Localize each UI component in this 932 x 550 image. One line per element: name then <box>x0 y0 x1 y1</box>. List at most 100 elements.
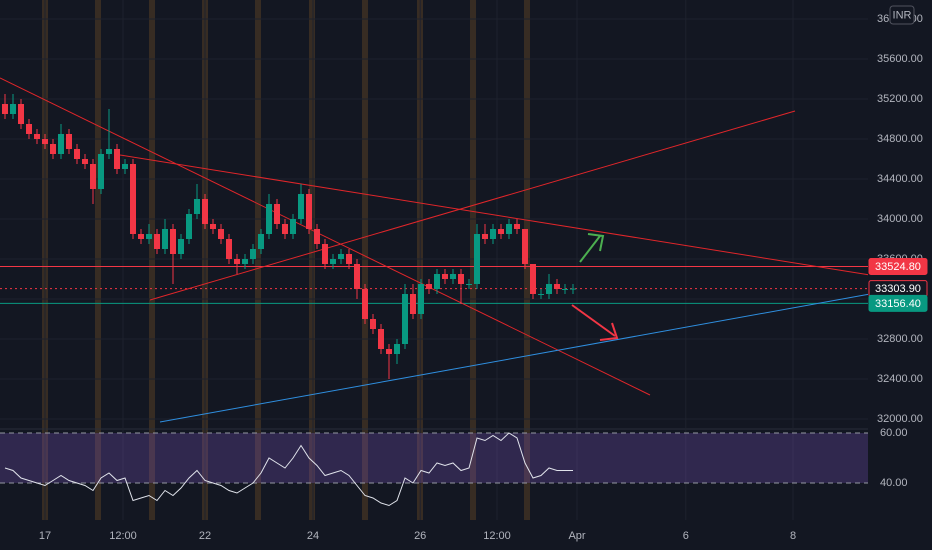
down-arrow-head <box>599 322 619 341</box>
x-tick-label: Apr <box>568 530 585 542</box>
candle-body <box>298 194 304 219</box>
session-stripe <box>255 0 261 520</box>
candle-body <box>18 104 24 124</box>
candle-body <box>218 229 224 239</box>
candle-body <box>186 214 192 239</box>
price-badge-label: 33303.90 <box>875 283 921 295</box>
support-line <box>159 293 871 423</box>
candle-body <box>314 229 320 244</box>
candle-body <box>250 249 256 259</box>
candle-body <box>162 229 168 249</box>
rsi-tick-label: 60.00 <box>880 427 908 439</box>
candle-body <box>546 284 552 294</box>
price-badge-label: 33524.80 <box>875 261 921 273</box>
y-tick-label: 34800.00 <box>877 133 923 145</box>
candle-body <box>410 294 416 314</box>
candle-body <box>290 219 296 234</box>
candle-body <box>138 234 144 239</box>
candle-body <box>98 154 104 189</box>
candle-body <box>354 264 360 289</box>
trend-lines <box>0 77 871 423</box>
candle-body <box>130 164 136 234</box>
currency-badge <box>889 5 915 25</box>
x-tick-label: 17 <box>39 530 51 542</box>
candle-body <box>114 149 120 169</box>
candle-body <box>234 259 240 264</box>
price-badge <box>868 258 928 276</box>
candle-body <box>82 159 88 164</box>
rsi-panel <box>0 432 868 507</box>
candle-body <box>570 288 576 290</box>
x-tick-label: 6 <box>683 530 689 542</box>
x-tick-label: 26 <box>414 530 426 542</box>
x-tick-label: 12:00 <box>109 530 137 542</box>
candle-body <box>50 144 56 154</box>
candle-body <box>210 224 216 229</box>
x-tick-label: 12:00 <box>483 530 511 542</box>
y-tick-label: 35200.00 <box>877 93 923 105</box>
candle-body <box>450 274 456 279</box>
candle-body <box>322 244 328 264</box>
candle-body <box>58 134 64 154</box>
candle-body <box>418 284 424 314</box>
trend-line <box>0 77 651 396</box>
candle-body <box>266 204 272 234</box>
candle-body <box>10 104 16 114</box>
candle-body <box>178 239 184 254</box>
price-badge <box>868 294 928 312</box>
candle-body <box>514 224 520 229</box>
y-tick-label: 32800.00 <box>877 333 923 345</box>
candle-body <box>274 204 280 224</box>
candle-body <box>458 274 464 284</box>
candle-body <box>370 319 376 329</box>
candle-body <box>506 224 512 234</box>
axes: 17 12:00 22 24 26 12:00 Apr 6 8 32000.00 32400.00 3… <box>39 13 928 542</box>
currency-label: INR <box>893 9 912 21</box>
y-tick-label: 32000.00 <box>877 413 923 425</box>
candle-body <box>522 229 528 264</box>
candle-body <box>466 284 472 285</box>
y-tick-label: 34400.00 <box>877 173 923 185</box>
y-tick-label: 35600.00 <box>877 53 923 65</box>
candle-body <box>282 224 288 234</box>
candle-body <box>306 194 312 229</box>
candle-body <box>106 149 112 154</box>
candle-body <box>34 134 40 139</box>
candle-body <box>226 239 232 259</box>
candle-body <box>194 199 200 214</box>
price-lines <box>0 266 868 304</box>
candle-body <box>2 104 8 114</box>
candle-body <box>394 344 400 354</box>
candle-body <box>490 229 496 239</box>
candle-body <box>386 349 392 354</box>
candle-body <box>122 164 128 169</box>
candle-body <box>530 264 536 294</box>
candle-body <box>338 254 344 259</box>
x-tick-label: 22 <box>199 530 211 542</box>
x-tick-label: 8 <box>790 530 796 542</box>
candle-body <box>330 259 336 264</box>
candle-body <box>434 274 440 289</box>
up-arrow-head <box>587 233 605 252</box>
candle-body <box>154 234 160 249</box>
x-tick-label: 24 <box>307 530 319 542</box>
session-stripe <box>149 0 155 520</box>
candle-body <box>346 254 352 264</box>
candle-body <box>74 149 80 159</box>
candle-body <box>26 124 32 134</box>
candle-body <box>42 139 48 144</box>
candle-body <box>258 234 264 249</box>
rsi-tick-label: 40.00 <box>880 477 908 489</box>
price-badge-label: 33156.40 <box>875 298 921 310</box>
down-arrow <box>571 304 616 337</box>
rsi-band <box>0 433 868 483</box>
candle-body <box>426 284 432 289</box>
trend-line <box>149 110 796 301</box>
candle-body <box>170 229 176 254</box>
rsi-line <box>4 432 573 507</box>
candle-body <box>378 329 384 349</box>
candle-body <box>442 274 448 279</box>
y-tick-label: 34000.00 <box>877 213 923 225</box>
